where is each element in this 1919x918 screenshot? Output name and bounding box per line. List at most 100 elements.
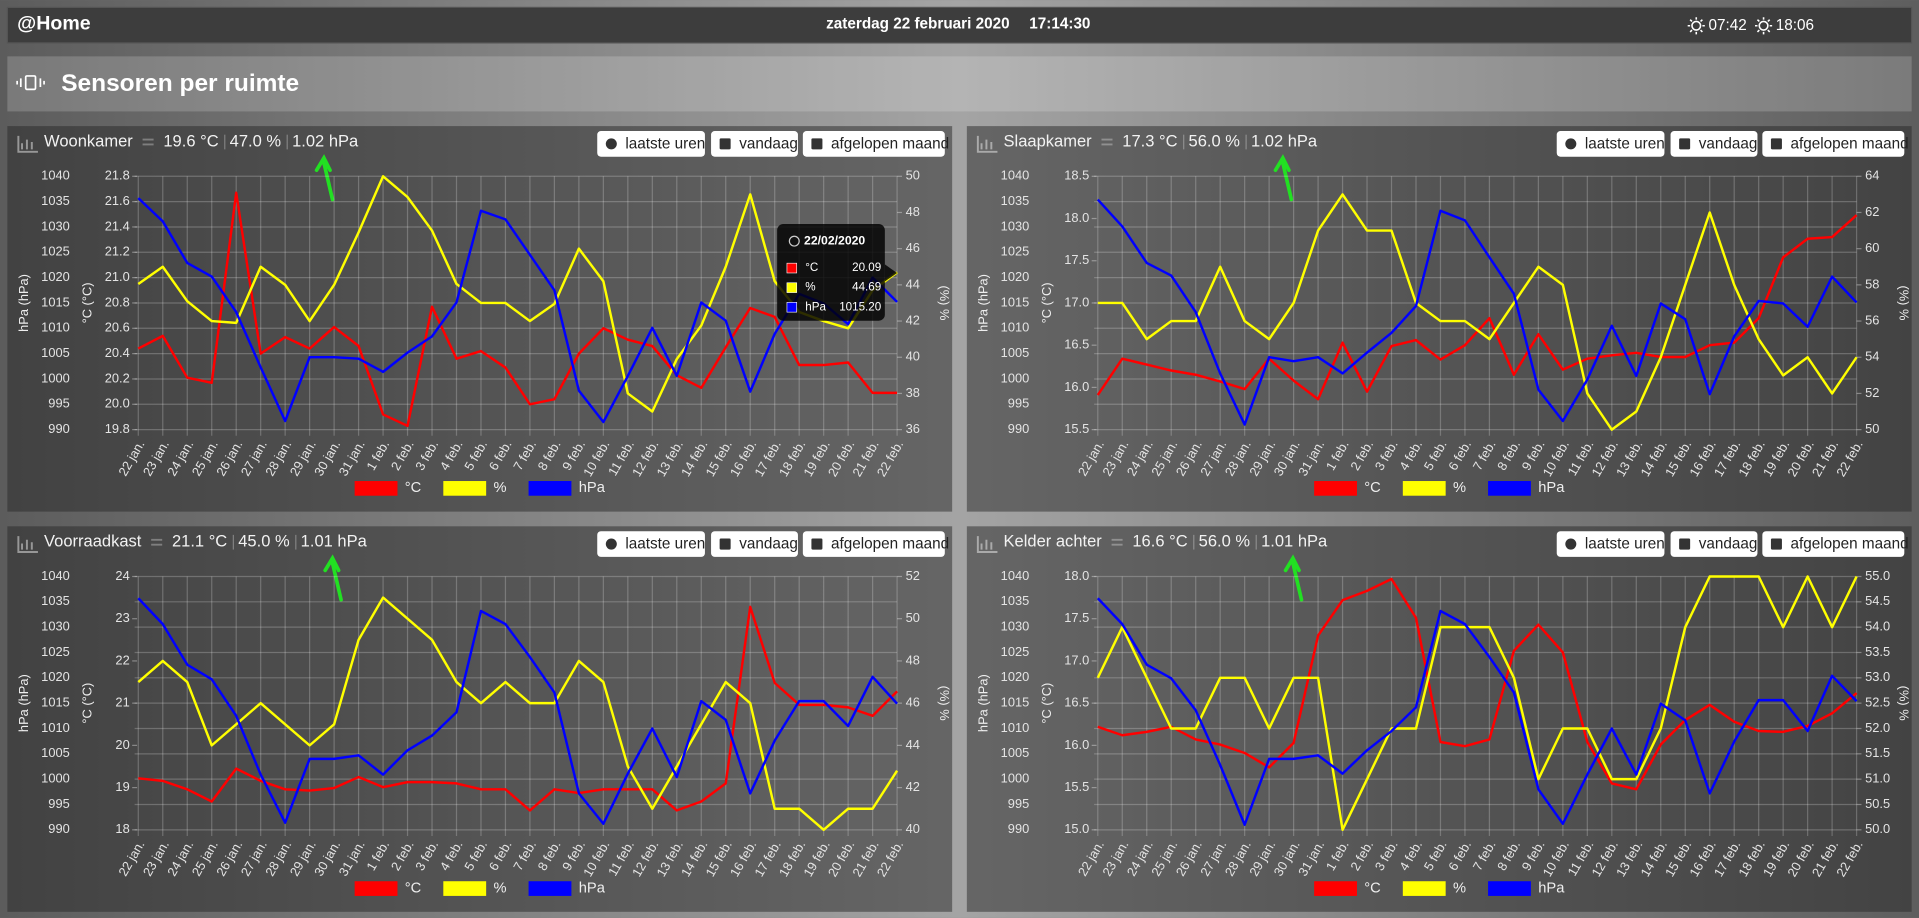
button-icon[interactable]	[719, 538, 731, 550]
button-icon[interactable]	[1565, 138, 1577, 150]
range-button[interactable]: afgelopen maand	[802, 531, 949, 557]
range-button[interactable]: afgelopen maand	[1762, 131, 1909, 157]
button-label[interactable]: afgelopen maand	[831, 536, 949, 553]
range-button[interactable]: afgelopen maand	[1762, 531, 1909, 557]
button-label[interactable]: afgelopen maand	[831, 136, 949, 153]
button-icon[interactable]	[1770, 138, 1782, 150]
y-tick-label: 990	[48, 421, 69, 436]
y3-tick-label: 55.0	[1865, 568, 1890, 583]
series-line	[1096, 597, 1858, 826]
button-label[interactable]: afgelopen maand	[1790, 536, 1908, 553]
series-line	[137, 191, 898, 428]
button-label[interactable]: laatste uren	[625, 136, 705, 153]
range-button[interactable]: laatste uren	[597, 131, 705, 157]
reading: 17.3 °C	[1122, 131, 1177, 150]
button-bg[interactable]	[1556, 131, 1665, 157]
separator-icon	[151, 538, 163, 546]
y-tick-label: 1030	[41, 619, 70, 634]
button-label[interactable]: laatste uren	[1585, 136, 1665, 153]
button-bg[interactable]	[1762, 131, 1905, 157]
y-tick-label: 1030	[1001, 619, 1030, 634]
legend-swatch	[1488, 481, 1531, 496]
range-button[interactable]: laatste uren	[1556, 131, 1665, 157]
panel-title: Woonkamer	[44, 131, 133, 150]
y2-tick-label: 20.8	[105, 294, 130, 309]
button-bg[interactable]	[1556, 531, 1665, 557]
legend-label: %	[1453, 880, 1466, 896]
tooltip-value: 20.09	[852, 261, 881, 274]
y-tick-label: 1020	[1001, 269, 1030, 284]
button-label[interactable]: laatste uren	[1585, 536, 1665, 553]
button-bg[interactable]	[597, 531, 705, 557]
sunset-icon	[1755, 17, 1773, 35]
y3-tick-label: 46	[906, 240, 920, 255]
button-bg[interactable]	[711, 131, 798, 157]
button-bg[interactable]	[802, 531, 945, 557]
panel-title: Kelder achter	[1004, 532, 1103, 551]
button-label[interactable]: laatste uren	[625, 536, 705, 553]
legend-swatch	[1314, 481, 1357, 496]
button-bg[interactable]	[802, 131, 945, 157]
panel-bg	[966, 526, 1912, 912]
range-button[interactable]: laatste uren	[597, 531, 705, 557]
legend-label: hPa	[1538, 480, 1565, 496]
button-icon[interactable]	[1770, 538, 1782, 550]
y3-tick-label: 46	[906, 695, 920, 710]
button-label[interactable]: vandaag	[739, 536, 798, 553]
chart-icon	[17, 135, 38, 153]
y3-tick-label: 50	[906, 168, 920, 183]
y3-tick-label: 52.5	[1865, 695, 1890, 710]
range-button[interactable]: afgelopen maand	[802, 131, 949, 157]
y-tick-label: 1040	[1001, 568, 1030, 583]
button-bg[interactable]	[597, 131, 705, 157]
button-icon[interactable]	[1679, 538, 1691, 550]
legend-label: hPa	[1538, 880, 1565, 896]
button-bg[interactable]	[1762, 531, 1905, 557]
range-button[interactable]: vandaag	[711, 531, 798, 557]
tooltip-value: 44.69	[852, 281, 881, 294]
range-button[interactable]: vandaag	[1670, 131, 1758, 157]
y3-tick-label: 42	[906, 779, 920, 794]
legend-swatch	[1314, 881, 1357, 896]
button-icon[interactable]	[1565, 538, 1577, 550]
button-bg[interactable]	[711, 531, 798, 557]
y2-tick-label: 20.6	[105, 320, 130, 335]
panel-title: Slaapkamer	[1004, 131, 1093, 150]
y2-axis-title: °C (°C)	[80, 683, 95, 724]
y2-tick-label: 20.4	[105, 345, 130, 360]
range-button[interactable]: vandaag	[711, 131, 798, 157]
button-bg[interactable]	[1670, 131, 1758, 157]
y2-tick-label: 17.5	[1064, 610, 1089, 625]
reading: 21.1 °C	[172, 532, 227, 551]
y-tick-label: 1030	[41, 218, 70, 233]
button-icon[interactable]	[605, 538, 617, 550]
y3-tick-label: 42	[906, 312, 920, 327]
y-tick-label: 995	[1008, 796, 1029, 811]
y3-tick-label: 60	[1865, 240, 1879, 255]
y-tick-label: 995	[48, 796, 69, 811]
y3-axis-title: (%) %	[937, 285, 952, 320]
button-icon[interactable]	[811, 538, 823, 550]
y-tick-label: 1015	[41, 294, 70, 309]
separator-icon	[1111, 538, 1123, 546]
button-icon[interactable]	[605, 138, 617, 150]
button-label[interactable]: vandaag	[1699, 136, 1758, 153]
button-icon[interactable]	[811, 138, 823, 150]
button-icon[interactable]	[1679, 138, 1691, 150]
range-button[interactable]: laatste uren	[1556, 531, 1665, 557]
panel-bg	[7, 526, 953, 912]
legend-label: hPa	[579, 880, 606, 896]
arrow-annotation	[314, 154, 335, 202]
y3-axis-title: (%) %	[1897, 686, 1912, 721]
button-bg[interactable]	[1670, 531, 1758, 557]
y-tick-label: 1040	[41, 568, 70, 583]
button-label[interactable]: afgelopen maand	[1790, 136, 1908, 153]
sensor-panel: Kelder achter 16.6 °C 56.0 % 1.01 hPa laatst…	[966, 526, 1912, 912]
button-label[interactable]: vandaag	[739, 136, 798, 153]
y3-tick-label: 53.5	[1865, 644, 1890, 659]
button-label[interactable]: vandaag	[1699, 536, 1758, 553]
y-tick-label: 1010	[41, 320, 70, 335]
button-icon[interactable]	[719, 138, 731, 150]
range-button[interactable]: vandaag	[1670, 531, 1758, 557]
series-line	[137, 175, 898, 413]
